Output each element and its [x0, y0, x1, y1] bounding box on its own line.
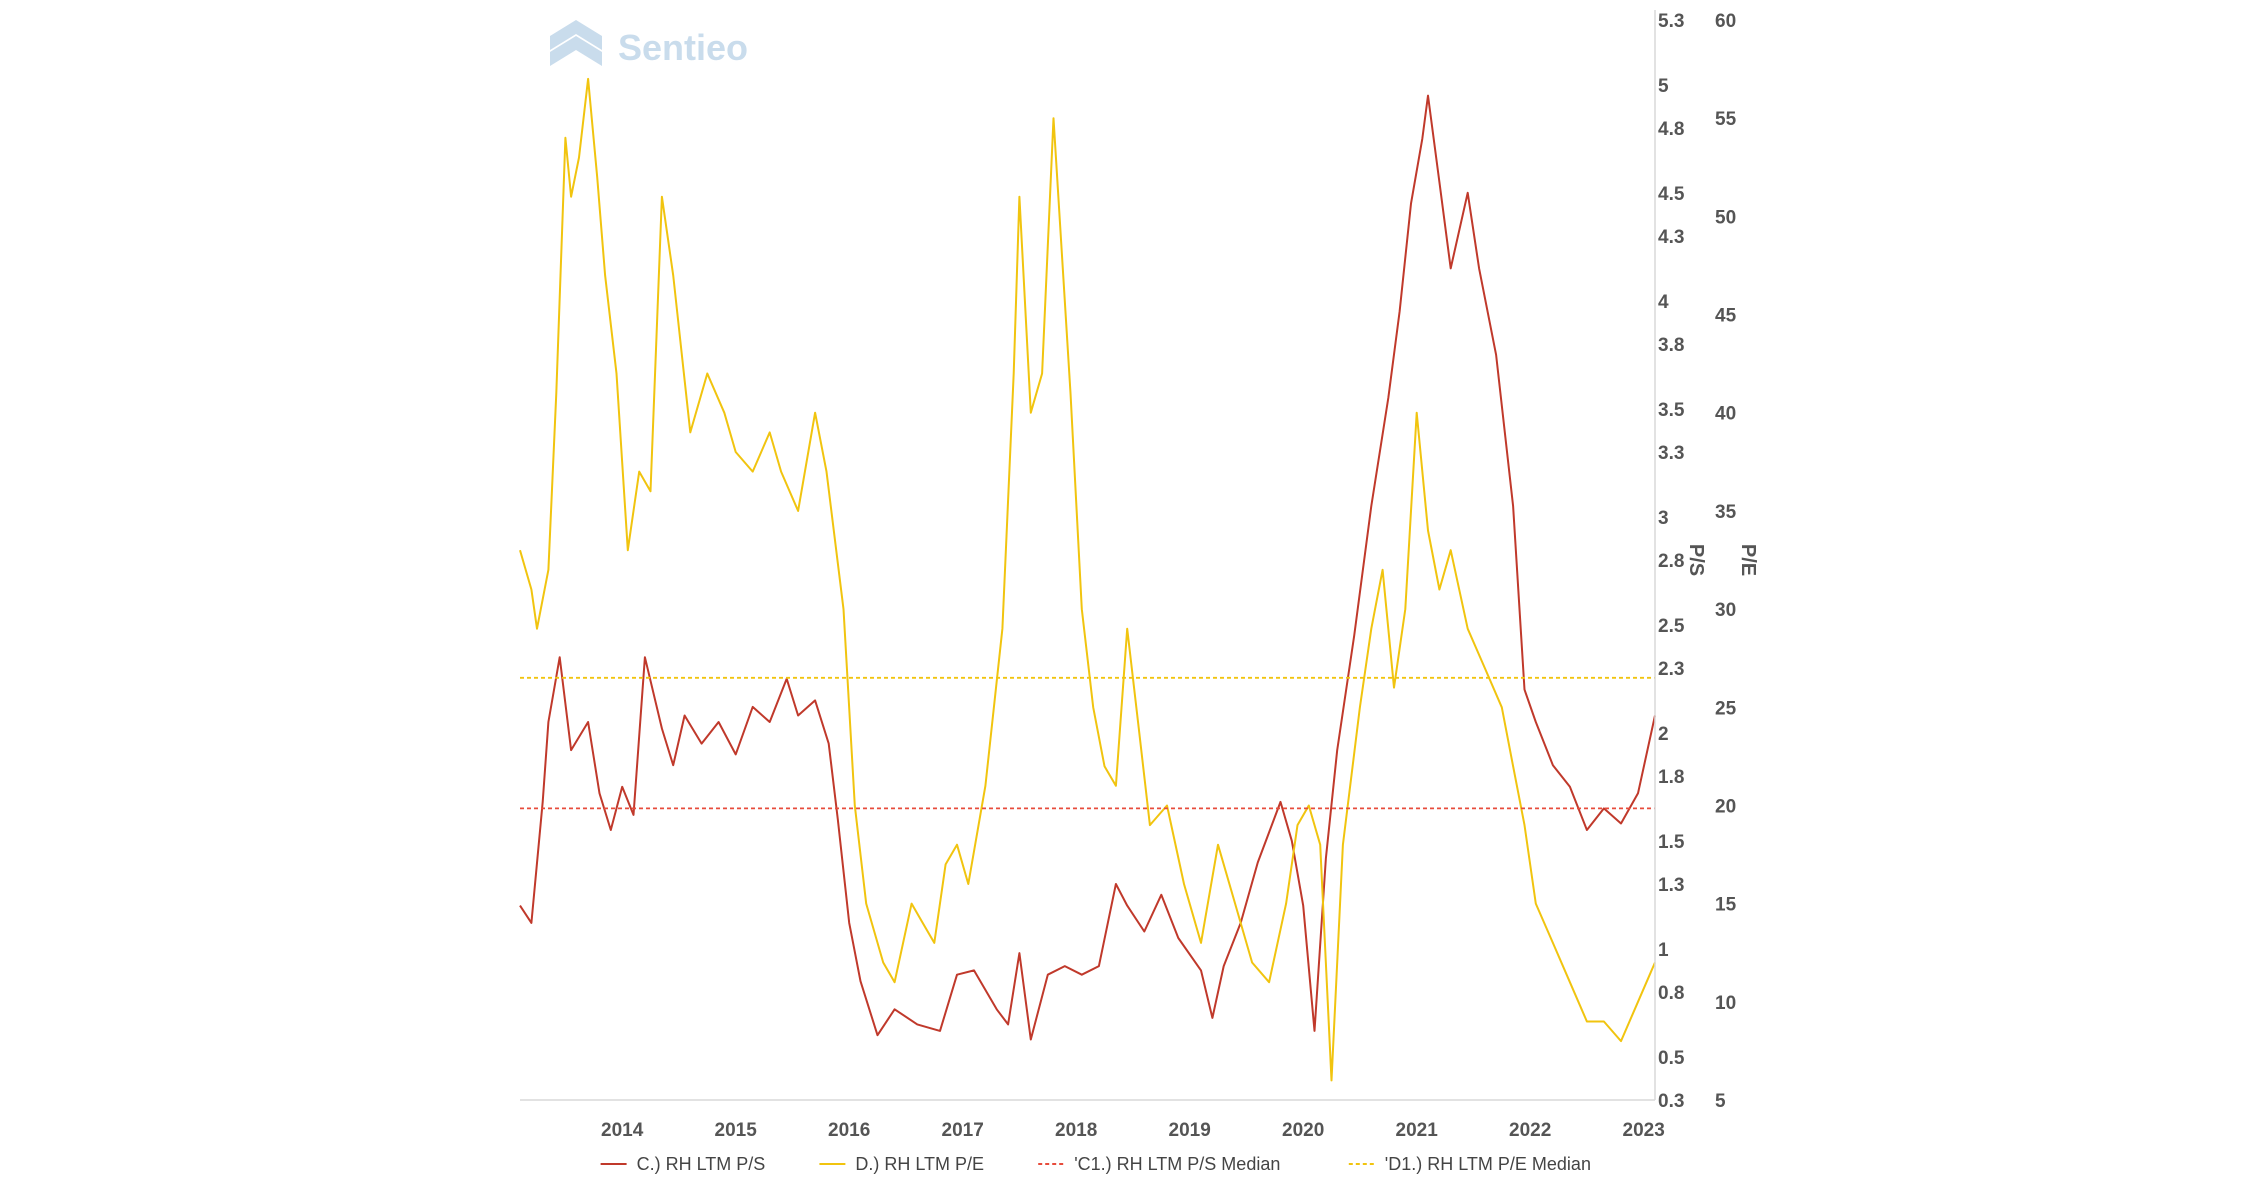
y-right-axis-title: P/E	[1737, 544, 1759, 576]
y-left-tick-label: 1	[1658, 940, 1669, 961]
y-left-tick-label: 4.5	[1658, 184, 1685, 205]
y-left-tick-label: 0.8	[1658, 983, 1684, 1004]
y-right-tick-label: 60	[1715, 11, 1736, 32]
sentieo-logo-icon	[550, 20, 602, 66]
sentieo-logo: Sentieo	[550, 20, 748, 68]
y-left-tick-label: 3.8	[1658, 335, 1684, 356]
legend-label: C.) RH LTM P/S	[637, 1154, 766, 1174]
y-right-tick-label: 55	[1715, 109, 1737, 130]
x-tick-label: 2021	[1396, 1120, 1439, 1141]
y-left-tick-label: 2	[1658, 724, 1669, 745]
legend-label: 'C1.) RH LTM P/S Median	[1074, 1154, 1280, 1174]
y-right-tick-label: 20	[1715, 796, 1736, 817]
y-left-axis-title: P/S	[1685, 544, 1707, 576]
y-right-tick-label: 50	[1715, 207, 1736, 228]
y-right-tick-label: 40	[1715, 404, 1736, 425]
legend-label: 'D1.) RH LTM P/E Median	[1385, 1154, 1591, 1174]
y-left-tick-label: 1.5	[1658, 832, 1685, 853]
y-right-tick-label: 25	[1715, 698, 1737, 719]
x-tick-label: 2015	[715, 1120, 758, 1141]
y-right-tick-label: 5	[1715, 1091, 1726, 1112]
legend-label: D.) RH LTM P/E	[855, 1154, 984, 1174]
x-tick-label: 2019	[1169, 1120, 1211, 1141]
y-left-tick-label: 2.3	[1658, 659, 1684, 680]
x-tick-label: 2022	[1509, 1120, 1551, 1141]
x-tick-label: 2020	[1282, 1120, 1324, 1141]
series-1-line	[519, 77, 1656, 1082]
plot-area	[519, 77, 1656, 1082]
y-left-tick-label: 4.3	[1658, 227, 1684, 248]
y-right-tick-label: 30	[1715, 600, 1736, 621]
y-left-tick-label: 5.3	[1658, 11, 1684, 32]
sentieo-logo-text: Sentieo	[618, 27, 748, 68]
legend-item[interactable]: 'C1.) RH LTM P/S Median	[1038, 1154, 1280, 1174]
y-left-tick-label: 3	[1658, 508, 1669, 529]
axes: 2014 2015 2016 2017 2018 2019 2020 2021 2022 2023…	[520, 10, 1759, 1141]
legend-item[interactable]: C.) RH LTM P/S	[600, 1154, 766, 1174]
y-right-tick-label: 45	[1715, 306, 1737, 327]
series-0-line	[519, 94, 1656, 1041]
x-tick-label: 2018	[1055, 1120, 1097, 1141]
x-tick-label: 2023	[1623, 1120, 1665, 1141]
y-left-tick-label: 4	[1658, 292, 1669, 313]
y-left-tick-label: 3.3	[1658, 443, 1684, 464]
y-right-tick-label: 10	[1715, 993, 1736, 1014]
y-right-tick-label: 35	[1715, 502, 1737, 523]
x-tick-label: 2017	[942, 1120, 984, 1141]
legend-item[interactable]: 'D1.) RH LTM P/E Median	[1348, 1154, 1591, 1174]
y-left-tick-label: 3.5	[1658, 400, 1685, 421]
y-left-tick-label: 1.8	[1658, 767, 1684, 788]
y-left-tick-label: 5	[1658, 76, 1669, 97]
y-left-tick-label: 4.8	[1658, 119, 1684, 140]
legend-item[interactable]: D.) RH LTM P/E	[819, 1154, 984, 1174]
y-right-tick-label: 15	[1715, 895, 1737, 916]
y-left-tick-label: 0.3	[1658, 1091, 1684, 1112]
y-left-tick-label: 2.5	[1658, 616, 1685, 637]
y-left-tick-label: 0.5	[1658, 1048, 1685, 1069]
y-left-tick-label: 1.3	[1658, 875, 1684, 896]
x-tick-label: 2014	[601, 1120, 644, 1141]
y-left-tick-label: 2.8	[1658, 551, 1684, 572]
x-tick-label: 2016	[828, 1120, 870, 1141]
legend: C.) RH LTM P/S D.) RH LTM P/E 'C1.) RH LTM…	[600, 1154, 1591, 1174]
